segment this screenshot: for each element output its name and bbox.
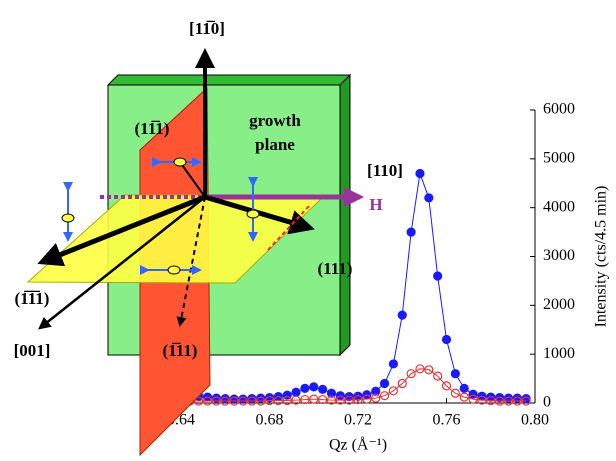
label: H bbox=[369, 195, 382, 214]
label: plane bbox=[255, 135, 295, 154]
x-axis-label: Qz (Å⁻¹) bbox=[329, 436, 387, 454]
y-tick-label: 2000 bbox=[543, 296, 575, 313]
data-point bbox=[398, 311, 406, 319]
y-tick-label: 5000 bbox=[543, 150, 575, 167]
x-tick-label: 0.72 bbox=[344, 412, 372, 429]
label: growth bbox=[249, 111, 301, 130]
y-axis-label: Intensity (cts/4.5 min) bbox=[593, 186, 610, 328]
data-point bbox=[319, 385, 327, 393]
label: (1̅1̅1) bbox=[15, 289, 50, 308]
figure: 0.640.680.720.760.8001000200030004000500… bbox=[0, 0, 616, 461]
data-point bbox=[292, 388, 300, 396]
label: (1̅11) bbox=[163, 341, 198, 360]
y-tick-label: 3000 bbox=[543, 247, 575, 264]
label: [001] bbox=[14, 341, 51, 360]
data-point bbox=[416, 169, 424, 177]
box-top bbox=[108, 75, 350, 85]
data-point bbox=[434, 272, 442, 280]
data-point bbox=[451, 370, 459, 378]
x-tick-label: 0.68 bbox=[256, 412, 284, 429]
label: [11̅0] bbox=[189, 19, 225, 38]
data-point bbox=[389, 360, 397, 368]
data-point bbox=[407, 228, 415, 236]
label: [110] bbox=[367, 161, 403, 180]
data-point bbox=[425, 194, 433, 202]
y-tick-label: 4000 bbox=[543, 198, 575, 215]
data-point bbox=[443, 336, 451, 344]
x-tick-label: 0.76 bbox=[433, 412, 461, 429]
box-side bbox=[340, 75, 350, 355]
y-tick-label: 0 bbox=[543, 394, 551, 411]
data-point bbox=[301, 384, 309, 392]
data-point bbox=[460, 384, 468, 392]
data-point bbox=[381, 379, 389, 387]
y-tick-label: 6000 bbox=[543, 101, 575, 118]
label: (111) bbox=[318, 259, 353, 278]
data-point bbox=[310, 383, 318, 391]
y-tick-label: 1000 bbox=[543, 345, 575, 362]
label: (11̅1) bbox=[135, 119, 170, 138]
diagram: [11̅0] growth plane (11̅1) [110] H (1̅1̅… bbox=[14, 19, 403, 455]
x-tick-label: 0.80 bbox=[521, 412, 549, 429]
